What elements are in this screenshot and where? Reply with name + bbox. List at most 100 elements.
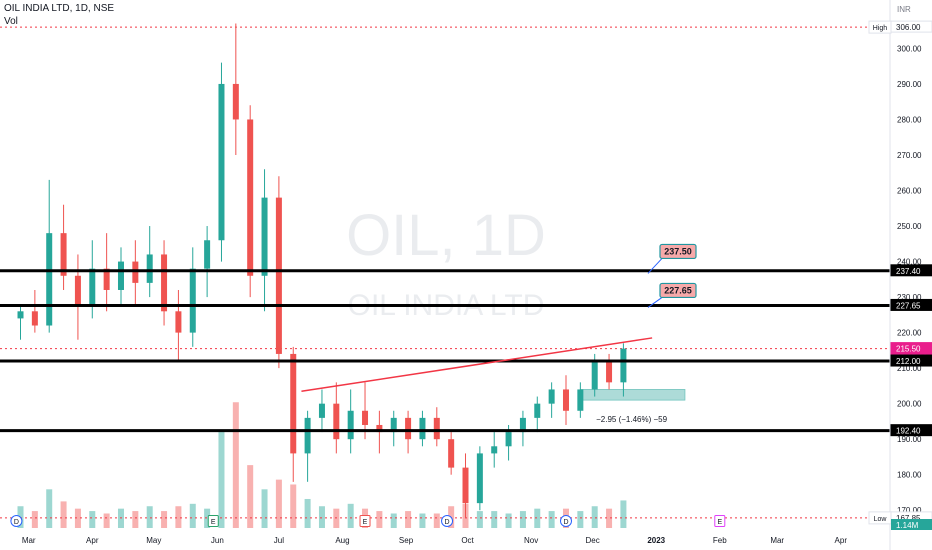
event-marker-label: E: [211, 519, 216, 526]
candle-body: [476, 453, 483, 504]
volume-bar: [290, 484, 297, 528]
x-tick-label: Feb: [713, 536, 727, 545]
candle-body: [548, 389, 555, 404]
candle-body: [46, 233, 53, 326]
candle-body: [89, 268, 96, 305]
volume-bar: [189, 503, 196, 528]
y-axis: 170.00 180.00 190.00 200.00 210.00 220.00 230.…: [889, 0, 922, 550]
y-tick-label: 270.00: [897, 151, 922, 160]
volume-bar: [275, 479, 282, 528]
callout-label: 237.50: [664, 246, 692, 256]
callout-layer: 237.50 227.65: [647, 243, 697, 308]
candle-body: [376, 424, 383, 433]
candle-body: [103, 268, 110, 290]
callout-box: [659, 243, 697, 260]
support-zone: [579, 389, 686, 401]
price-tag-value: 227.65: [896, 301, 921, 310]
candle-body: [275, 197, 282, 354]
volume-bar: [390, 513, 397, 528]
volume-bar: [606, 508, 613, 528]
volume-bar: [161, 511, 168, 528]
horizontal-levels: [0, 269, 890, 433]
earnings-marker: [207, 515, 219, 527]
volume-bar: [505, 513, 512, 528]
price-tag-box: [890, 424, 932, 437]
volume-bar: [60, 501, 67, 528]
volume-bar: [175, 506, 182, 528]
callout-label: 227.65: [664, 285, 692, 295]
y-tick-label: 260.00: [897, 187, 922, 196]
x-tick-label: Aug: [335, 536, 349, 545]
candle-body: [204, 240, 211, 269]
volume-bar: [433, 513, 440, 528]
candle-body: [562, 389, 569, 411]
event-marker-label: D: [445, 519, 450, 526]
candle-body: [247, 119, 254, 276]
price-tag-value: 215.50: [896, 345, 921, 354]
candle-body: [146, 254, 153, 283]
candle-body: [505, 432, 512, 447]
price-tag-value: 192.40: [896, 427, 921, 436]
callout-box: [659, 282, 697, 299]
x-tick-label: Dec: [586, 536, 600, 545]
x-tick-label: Apr: [835, 536, 848, 545]
y-tick-label: 190.00: [897, 435, 922, 444]
watermark-line1: OIL, 1D: [346, 203, 546, 268]
candle-body: [17, 311, 24, 319]
dividend-marker: [10, 515, 23, 527]
callout-pointer: [647, 297, 663, 308]
volume-bar: [577, 511, 584, 528]
x-tick-label: Apr: [86, 536, 99, 545]
candle-body: [218, 83, 225, 241]
volume-bar: [591, 506, 598, 528]
volume-bar: [534, 508, 541, 528]
volume-bar: [232, 402, 239, 528]
volume-bar: [548, 511, 555, 528]
candle-body: [31, 311, 38, 326]
price-tag-value: 167.85: [896, 514, 921, 523]
x-tick-label: Jun: [211, 536, 224, 545]
y-tick-label: 210.00: [897, 364, 922, 373]
x-tick-label: Oct: [461, 536, 474, 545]
earnings-marker: [359, 515, 371, 527]
event-marker-label: D: [563, 519, 568, 526]
candle-body: [347, 410, 354, 440]
volume-bar: [218, 431, 225, 528]
candle-body: [591, 361, 598, 390]
price-tag-box: [890, 354, 932, 367]
volume-bar: [347, 503, 354, 528]
candle-body: [74, 275, 81, 305]
dividend-marker: [441, 515, 454, 527]
volume-bar: [261, 489, 268, 528]
volume-bar: [31, 511, 38, 528]
volume-bar: [89, 511, 96, 528]
candle-body: [60, 233, 67, 276]
extreme-label: High: [873, 25, 888, 32]
price-tag-value: 306.00: [896, 23, 921, 32]
candle-body: [448, 439, 455, 468]
volume-bar: [46, 489, 53, 528]
volume-bar: [132, 511, 139, 528]
candle-body: [462, 467, 469, 504]
candle-body: [577, 389, 584, 411]
volume-tag-box: [891, 519, 932, 530]
x-tick-label: May: [146, 536, 161, 545]
y-tick-label: 290.00: [897, 80, 922, 89]
candle-body: [405, 417, 412, 440]
x-axis: Mar Apr May Jun Jul Aug Sep Oct Nov Dec 2023 Feb Mar…: [22, 536, 848, 545]
volume-bar: [318, 506, 325, 528]
volume-bar: [103, 513, 110, 528]
y-tick-label: 170.00: [897, 506, 922, 515]
callout-pointer: [647, 258, 663, 274]
volume-bar: [304, 498, 311, 528]
price-tag-value: 237.40: [896, 267, 921, 276]
x-tick-label: Sep: [399, 536, 414, 545]
volume-bar: [476, 511, 483, 528]
volume-bar: [204, 508, 211, 528]
volume-bar: [376, 511, 383, 528]
candle-body: [419, 417, 426, 440]
zone-label: −2.95 (−1.46%) −59: [596, 415, 667, 424]
dividend-marker: [559, 515, 572, 527]
